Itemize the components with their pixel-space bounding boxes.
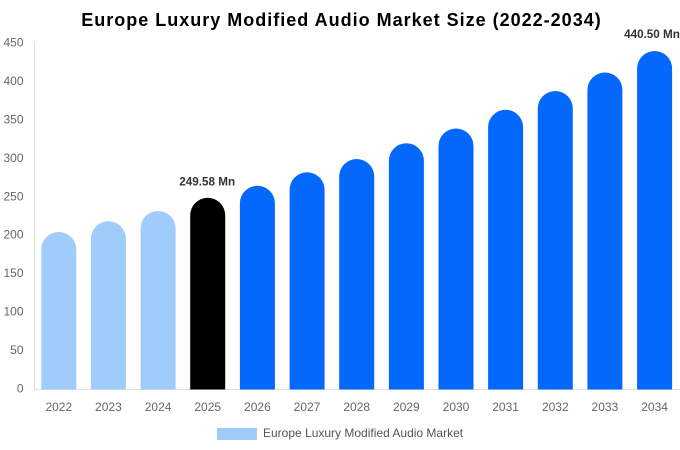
svg-text:2027: 2027: [294, 400, 321, 414]
svg-text:100: 100: [3, 305, 23, 319]
svg-text:Europe Luxury Modified Audio M: Europe Luxury Modified Audio Market Size…: [81, 10, 601, 30]
svg-text:2024: 2024: [145, 400, 172, 414]
svg-text:2028: 2028: [343, 400, 370, 414]
svg-text:2034: 2034: [641, 400, 668, 414]
svg-text:2033: 2033: [592, 400, 619, 414]
svg-text:2026: 2026: [244, 400, 271, 414]
svg-text:450: 450: [3, 36, 23, 50]
svg-text:440.50 Mn: 440.50 Mn: [624, 28, 680, 41]
svg-text:2022: 2022: [45, 400, 72, 414]
svg-text:2025: 2025: [194, 400, 221, 414]
svg-text:2030: 2030: [443, 400, 470, 414]
svg-text:249.58 Mn: 249.58 Mn: [179, 176, 235, 189]
svg-text:2031: 2031: [492, 400, 519, 414]
svg-text:300: 300: [3, 151, 23, 165]
svg-text:200: 200: [3, 228, 23, 242]
svg-text:2029: 2029: [393, 400, 420, 414]
svg-text:Europe Luxury Modified Audio M: Europe Luxury Modified Audio Market: [263, 426, 464, 440]
svg-text:2023: 2023: [95, 400, 122, 414]
svg-text:350: 350: [3, 112, 23, 126]
svg-text:150: 150: [3, 266, 23, 280]
svg-text:2032: 2032: [542, 400, 569, 414]
svg-text:0: 0: [17, 382, 24, 396]
svg-text:400: 400: [3, 74, 23, 88]
svg-text:250: 250: [3, 189, 23, 203]
svg-text:50: 50: [10, 343, 24, 357]
